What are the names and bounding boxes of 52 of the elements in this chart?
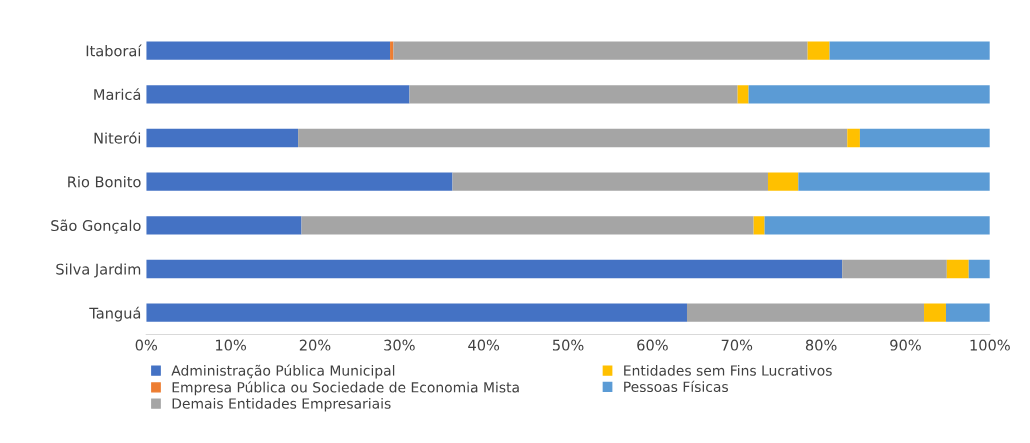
x-tick-label: 30% bbox=[384, 339, 415, 351]
bar bbox=[924, 303, 946, 322]
bar bbox=[968, 259, 990, 279]
bar bbox=[298, 128, 848, 148]
bar bbox=[452, 172, 768, 191]
bar bbox=[737, 85, 749, 104]
bar bbox=[409, 85, 738, 104]
bar bbox=[146, 172, 453, 191]
x-tick-label: 100% bbox=[970, 339, 1010, 351]
bar bbox=[859, 128, 990, 148]
bar bbox=[945, 303, 990, 322]
x-tick-label: 50% bbox=[552, 339, 584, 351]
bar bbox=[847, 128, 860, 148]
bar bbox=[146, 216, 302, 235]
bar bbox=[798, 172, 990, 191]
x-tick-label: 0% bbox=[135, 339, 158, 351]
x-tick-label: 10% bbox=[216, 339, 247, 351]
bar bbox=[829, 41, 990, 60]
y-tick-label: Itaboraí bbox=[86, 44, 142, 57]
bar bbox=[807, 41, 830, 60]
bar bbox=[390, 41, 394, 60]
bar bbox=[146, 128, 299, 148]
y-tick-label: Maricá bbox=[94, 88, 141, 101]
x-tick-label: 20% bbox=[299, 339, 331, 351]
y-tick-label: São Gonçalo bbox=[51, 219, 141, 234]
bar bbox=[146, 41, 391, 60]
x-tick-label: 90% bbox=[890, 339, 921, 351]
legend-label: Demais Entidades Empresariais bbox=[172, 398, 391, 412]
bar bbox=[146, 85, 410, 104]
x-tick-label: 80% bbox=[805, 339, 837, 351]
y-tick-label: Silva Jardim bbox=[56, 263, 141, 278]
bar bbox=[393, 41, 808, 60]
legend-label: Empresa Pública ou Sociedade de Economia Mista bbox=[172, 381, 519, 396]
bar bbox=[748, 85, 990, 104]
bar bbox=[301, 216, 754, 235]
x-tick-label: 70% bbox=[721, 339, 753, 351]
bar bbox=[146, 259, 843, 279]
legend-label: Administração Pública Municipal bbox=[171, 364, 395, 379]
y-tick-label: Tanguá bbox=[89, 306, 141, 322]
y-tick-label: Niterói bbox=[94, 131, 141, 144]
legend-label: Pessoas Físicas bbox=[624, 380, 728, 392]
bar bbox=[686, 303, 925, 322]
bar bbox=[146, 303, 687, 322]
bar bbox=[946, 259, 969, 279]
bar bbox=[767, 172, 799, 191]
x-tick-label: 60% bbox=[637, 339, 668, 351]
x-tick-label: 40% bbox=[468, 339, 500, 351]
bar bbox=[842, 259, 947, 279]
bar bbox=[764, 216, 990, 235]
legend-label: Entidades sem Fins Lucrativos bbox=[624, 365, 832, 376]
bar bbox=[753, 216, 765, 235]
y-tick-label: Rio Bonito bbox=[68, 176, 141, 188]
